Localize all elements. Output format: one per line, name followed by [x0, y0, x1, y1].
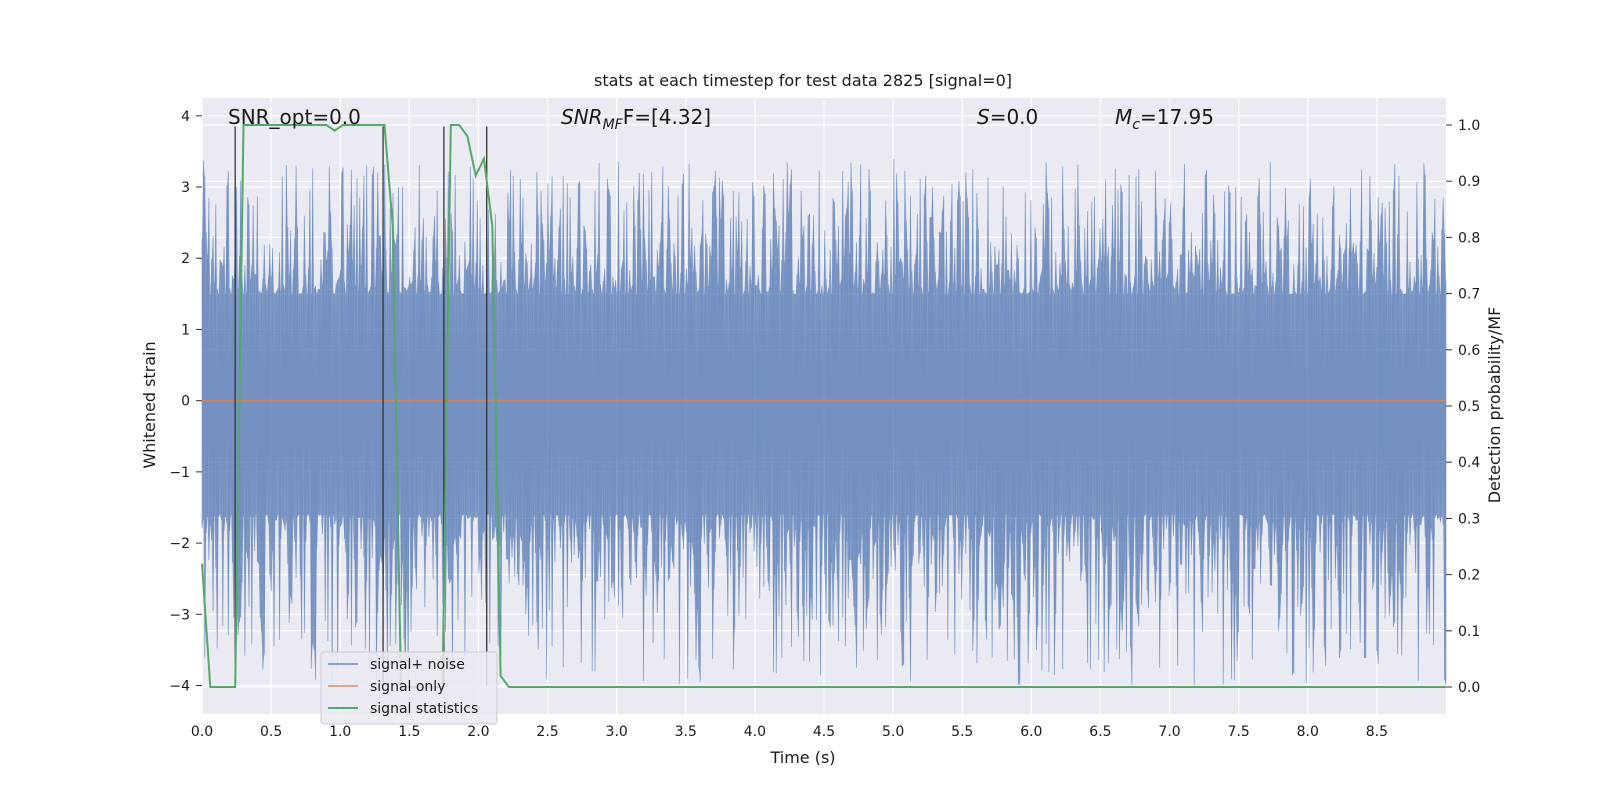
s-value: =0.0 [990, 105, 1039, 129]
y2-tick-label: 0.1 [1458, 624, 1480, 640]
x-tick-label: 1.5 [398, 724, 420, 740]
snr-mf-main: SNR [561, 105, 603, 129]
snr-opt-annotation: SNR_opt=0.0 [228, 105, 361, 129]
mc-value: =17.95 [1140, 105, 1214, 129]
y-tick-label: 1 [181, 322, 190, 338]
y2-tick-label: 0.2 [1458, 568, 1480, 584]
mc-main: M [1115, 105, 1132, 129]
legend-label-stats: signal statistics [370, 701, 478, 717]
x-tick-label: 3.5 [675, 724, 697, 740]
noise-line [201, 159, 1447, 686]
x-tick-label: 1.0 [329, 724, 351, 740]
y-axis-label: Whitened strain [140, 341, 159, 468]
x-tick-label: 7.5 [1228, 724, 1250, 740]
x-axis-label: Time (s) [769, 748, 835, 767]
y-tick-label: −3 [169, 607, 190, 623]
y-tick-label: 3 [181, 180, 190, 196]
x-tick-label: 0.5 [260, 724, 282, 740]
signal-statistics-series [201, 124, 1446, 688]
y-tick-label: 4 [181, 109, 190, 125]
x-tick-label: 6.5 [1089, 724, 1111, 740]
x-tick-label: 7.0 [1158, 724, 1180, 740]
noise-series [201, 159, 1447, 686]
y-tick-label: 2 [181, 251, 190, 267]
y2-tick-label: 1.0 [1458, 118, 1480, 134]
x-tick-label: 8.5 [1366, 724, 1388, 740]
x-tick-label: 5.0 [882, 724, 904, 740]
x-tick-label: 2.0 [467, 724, 489, 740]
y-tick-label: −4 [169, 679, 190, 695]
chart-title: stats at each timestep for test data 282… [594, 71, 1012, 90]
snr-mf-sub: MF [603, 117, 624, 133]
y2-tick-label: 0.9 [1458, 174, 1480, 190]
annotations: SNR_opt=0.0 SNRMFF=[4.32] S=0.0 Mc=17.95 [228, 105, 1214, 133]
legend: signal+ noise signal only signal statist… [320, 651, 498, 725]
x-tick-label: 4.0 [744, 724, 766, 740]
x-tick-label: 8.0 [1297, 724, 1319, 740]
axes: 0.0 0.5 1.0 1.5 2.0 2.5 3.0 3.5 4.0 4.5 5.0 5.5 6.0 6… [169, 109, 1480, 740]
y2-tick-label: 0.3 [1458, 511, 1480, 527]
y2-tick-label: 0.8 [1458, 230, 1480, 246]
legend-label-noise: signal+ noise [370, 657, 465, 673]
legend-label-signal: signal only [370, 679, 445, 695]
x-tick-label: 6.0 [1020, 724, 1042, 740]
snr-mf-annotation: SNRMFF=[4.32] [561, 105, 711, 133]
y2-axis-label: Detection probability/MF [1485, 307, 1504, 504]
y2-tick-label: 0.0 [1458, 680, 1480, 696]
y-tick-label: −1 [169, 465, 190, 481]
x-tick-label: 3.0 [606, 724, 628, 740]
y-tick-label: −2 [169, 536, 190, 552]
s-main: S [977, 105, 990, 129]
s-annotation: S=0.0 [977, 105, 1038, 129]
y2-tick-label: 0.6 [1458, 343, 1480, 359]
x-tick-label: 4.5 [813, 724, 835, 740]
signal-statistics-line [201, 124, 1446, 688]
x-tick-label: 0.0 [191, 724, 213, 740]
snr-mf-suffix: F=[4.32] [623, 105, 711, 129]
mc-sub: c [1132, 117, 1140, 133]
y-tick-label: 0 [181, 394, 190, 410]
y2-tick-label: 0.5 [1458, 399, 1480, 415]
legend-box [320, 651, 498, 725]
mc-annotation: Mc=17.95 [1115, 105, 1214, 133]
y2-tick-label: 0.7 [1458, 287, 1480, 303]
y2-tick-label: 0.4 [1458, 455, 1480, 471]
x-tick-label: 5.5 [951, 724, 973, 740]
x-tick-label: 2.5 [536, 724, 558, 740]
